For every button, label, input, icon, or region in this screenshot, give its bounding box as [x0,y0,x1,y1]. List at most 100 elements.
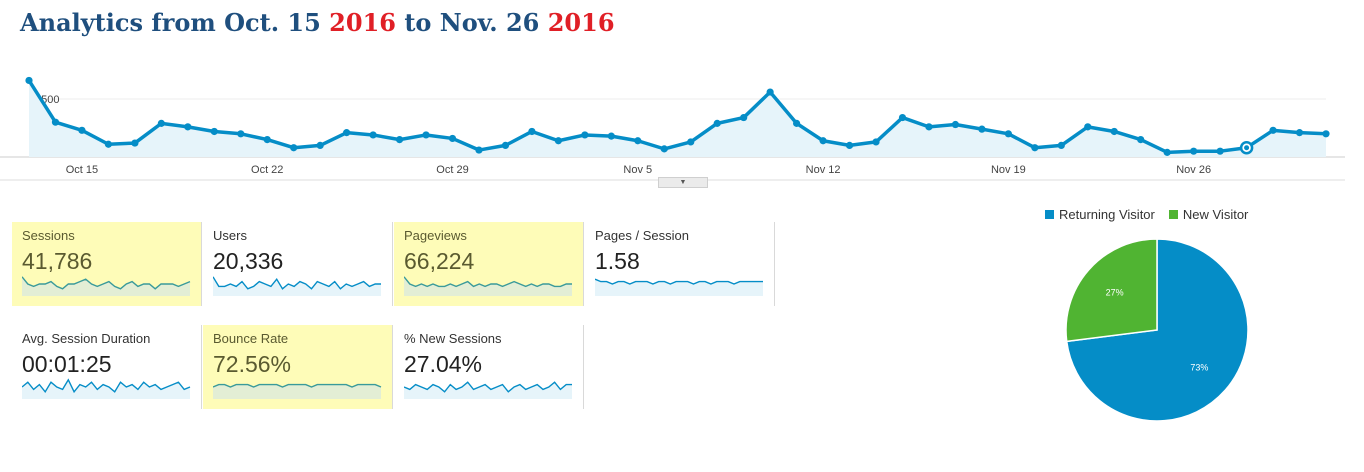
sparkline [22,378,191,399]
data-point[interactable] [740,113,748,122]
data-point[interactable] [898,113,907,122]
metric-tile-bounce-rate[interactable]: Bounce Rate 72.56% [203,325,393,409]
data-point[interactable] [1295,129,1304,137]
data-point[interactable] [713,119,721,127]
x-tick-label: Nov 12 [806,164,841,176]
data-point[interactable] [1004,130,1012,138]
data-point[interactable] [78,126,86,134]
pie-slice-label: 27% [1106,288,1124,298]
data-point[interactable] [845,141,854,149]
sparkline [595,278,763,296]
data-point[interactable] [369,131,377,139]
metric-tile-sessions[interactable]: Sessions 41,786 [12,222,202,306]
sparkline [213,383,382,399]
sparkline-area [404,276,572,296]
data-point[interactable] [448,134,457,143]
data-point[interactable] [634,137,642,145]
data-point[interactable] [422,131,430,139]
metric-tile-new-sessions[interactable]: % New Sessions 27.04% [394,325,584,409]
data-point[interactable] [475,146,483,154]
data-point[interactable] [25,76,33,85]
metric-value: 66,224 [404,248,475,274]
data-point[interactable] [184,123,192,131]
metric-tile-pages-session[interactable]: Pages / Session 1.58 [585,222,775,306]
data-point[interactable] [290,144,298,152]
metric-value: 1.58 [595,248,640,274]
sparkline [404,381,572,399]
metric-label: Avg. Session Duration [22,331,151,346]
data-point[interactable] [263,136,271,144]
data-point[interactable] [925,123,933,131]
x-tick-label: Oct 29 [436,164,468,176]
metric-label: Pageviews [404,228,467,243]
page-title: Analytics from Oct. 15 2016 to Nov. 26 2… [20,8,615,37]
data-point[interactable] [978,125,986,133]
data-point[interactable] [1216,147,1224,155]
data-point[interactable] [581,131,589,139]
data-point[interactable] [1057,141,1065,149]
data-point[interactable] [1269,126,1277,134]
data-point[interactable] [554,137,562,145]
metric-tile-users[interactable]: Users 20,336 [203,222,393,306]
data-point[interactable] [104,140,113,148]
legend-item-returning-visitor[interactable]: Returning Visitor [1045,207,1155,222]
data-point[interactable] [210,127,218,136]
data-point[interactable] [872,138,880,146]
legend-item-new-visitor[interactable]: New Visitor [1168,207,1248,222]
data-point[interactable] [343,129,351,137]
metric-value: 20,336 [213,248,284,274]
chart-expand-handle[interactable]: ▼ [658,177,708,188]
series-area [29,80,1326,157]
data-point-center [1244,145,1250,151]
data-point[interactable] [793,119,801,127]
metric-value: 41,786 [22,248,93,274]
metric-value: 72.56% [213,351,292,377]
data-point[interactable] [1084,123,1092,131]
data-point[interactable] [951,120,960,129]
metric-label: % New Sessions [404,331,502,346]
data-point[interactable] [1322,130,1330,138]
data-point[interactable] [1163,148,1171,156]
data-point[interactable] [51,118,60,126]
data-point[interactable] [1190,147,1198,155]
metric-label: Pages / Session [595,228,689,243]
x-tick-label: Oct 15 [66,164,98,176]
sparkline-area [22,379,190,399]
metric-value: 27.04% [404,351,483,377]
x-tick-label: Nov 19 [991,164,1026,176]
data-point[interactable] [316,141,324,149]
data-point[interactable] [237,130,245,138]
data-point[interactable] [1137,136,1145,144]
data-point[interactable] [1110,127,1118,136]
data-point[interactable] [528,127,536,136]
pie-slice-new-visitor[interactable] [1065,238,1158,343]
pie-slice-label: 73% [1190,362,1208,372]
sparkline-line [213,276,381,290]
data-point[interactable] [131,139,139,147]
sparkline [404,276,572,296]
x-tick-label: Nov 26 [1176,164,1211,176]
data-point[interactable] [660,145,668,153]
data-point[interactable] [157,119,165,127]
sparkline-line [213,383,382,388]
data-point[interactable] [395,136,404,144]
metric-label: Sessions [22,228,75,243]
metric-tile-pageviews[interactable]: Pageviews 66,224 [394,222,584,306]
sparkline-line [404,276,572,288]
metric-label: Bounce Rate [213,331,289,346]
title-text-mid: to Nov. 26 [395,8,548,37]
sparkline-line [404,381,572,393]
data-point[interactable] [501,141,510,149]
data-point[interactable] [766,88,774,96]
sparkline-area [213,276,381,296]
x-tick-label: Oct 22 [251,164,283,176]
data-point[interactable] [819,137,827,145]
visitor-pie-chart[interactable]: 73% 27% [1060,236,1260,436]
legend-swatch-returning-visitor [1045,210,1054,219]
metric-tile-avg-session-duration[interactable]: Avg. Session Duration 00:01:25 [12,325,202,409]
data-point[interactable] [1031,144,1039,152]
title-text-start: Analytics from Oct. 15 [20,8,330,37]
data-point[interactable] [607,132,615,140]
data-point[interactable] [687,138,695,146]
